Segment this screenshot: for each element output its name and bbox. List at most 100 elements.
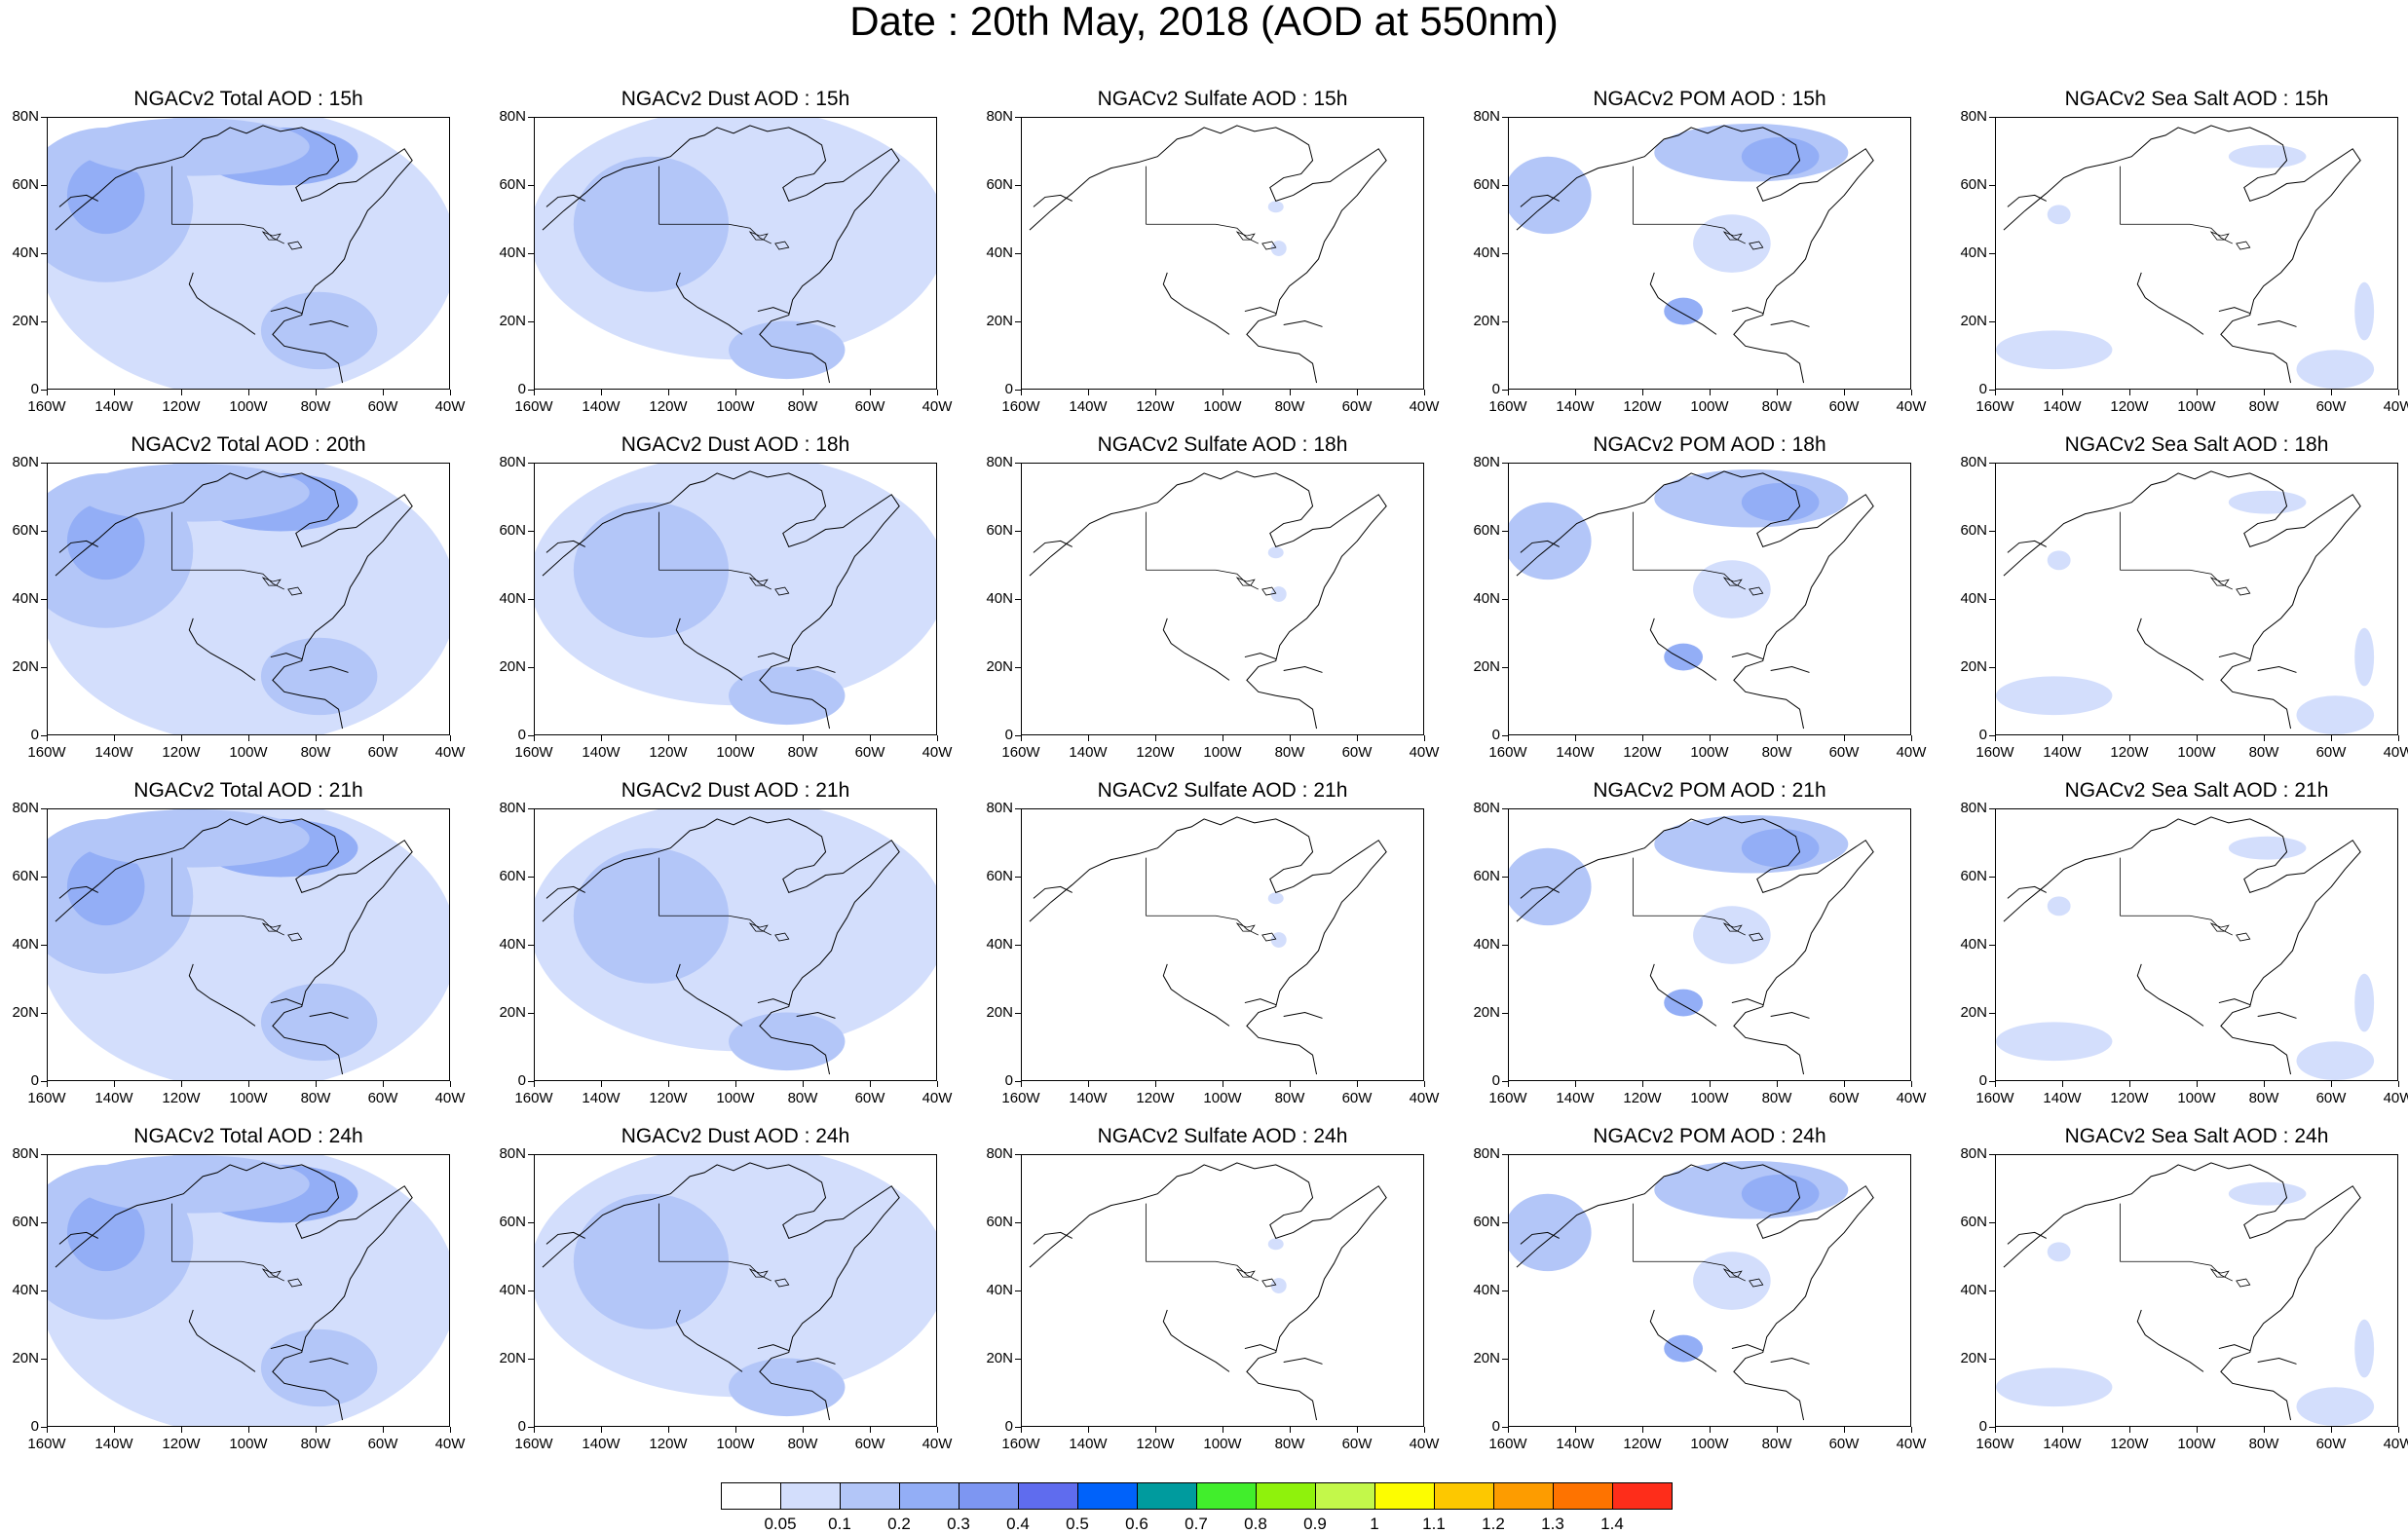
lon-tick-label: 120W bbox=[649, 1090, 688, 1106]
lat-tick-label: 0 bbox=[517, 1072, 526, 1089]
lon-tick bbox=[450, 1427, 451, 1433]
country-border bbox=[2119, 166, 2233, 244]
colorbar-box bbox=[1256, 1482, 1316, 1510]
lon-tick-label: 60W bbox=[2315, 1090, 2347, 1106]
lat-tick bbox=[41, 531, 47, 532]
lat-tick bbox=[1989, 667, 1995, 668]
lon-tick bbox=[1642, 1427, 1643, 1433]
country-border bbox=[2119, 857, 2233, 936]
lon-tick bbox=[870, 1081, 871, 1087]
lat-tick-label: 40N bbox=[1473, 1282, 1500, 1298]
lakes bbox=[261, 922, 303, 942]
aod-region bbox=[1996, 1367, 2113, 1407]
lon-tick-label: 80W bbox=[300, 398, 331, 415]
lat-tick bbox=[528, 117, 534, 118]
lat-tick-label: 0 bbox=[1004, 1418, 1013, 1435]
lon-tick-label: 40W bbox=[1896, 1090, 1927, 1106]
lon-tick-label: 40W bbox=[1896, 744, 1927, 761]
lon-tick bbox=[114, 390, 115, 395]
panel-title: NGACv2 Total AOD : 24h bbox=[133, 1125, 363, 1147]
aod-region bbox=[1664, 989, 1704, 1017]
lat-tick-label: 0 bbox=[1004, 727, 1013, 743]
lon-tick bbox=[1357, 1427, 1358, 1433]
lon-tick-label: 100W bbox=[1690, 398, 1729, 415]
coastline bbox=[1516, 125, 1874, 384]
lat-tick bbox=[528, 667, 534, 668]
lat-tick-label: 60N bbox=[12, 522, 39, 539]
aod-region bbox=[1693, 560, 1771, 618]
lon-tick-label: 160W bbox=[1488, 1436, 1527, 1452]
lat-tick-label: 40N bbox=[499, 936, 526, 953]
aod-region bbox=[573, 1193, 730, 1329]
lon-tick bbox=[1575, 1427, 1576, 1433]
lat-tick-label: 80N bbox=[1473, 1145, 1500, 1162]
lat-tick-label: 60N bbox=[499, 1214, 526, 1230]
panel-title: NGACv2 POM AOD : 15h bbox=[1593, 88, 1826, 110]
lon-tick bbox=[114, 735, 115, 741]
coastline bbox=[55, 125, 413, 384]
lon-tick-label: 60W bbox=[854, 1090, 885, 1106]
lat-tick-label: 80N bbox=[1960, 1145, 1987, 1162]
lakes bbox=[2209, 1268, 2251, 1288]
lon-tick bbox=[870, 390, 871, 395]
lat-tick-label: 40N bbox=[12, 936, 39, 953]
lon-tick-label: 60W bbox=[2315, 398, 2347, 415]
coastline bbox=[1029, 470, 1387, 730]
lon-tick-label: 120W bbox=[162, 744, 201, 761]
aod-region bbox=[2354, 1319, 2375, 1378]
lakes bbox=[1235, 922, 1277, 942]
colorbar-label: 0.2 bbox=[887, 1515, 911, 1533]
panel-title: NGACv2 Sulfate AOD : 18h bbox=[1097, 433, 1348, 456]
lon-tick-label: 80W bbox=[2248, 744, 2279, 761]
lon-tick bbox=[316, 390, 317, 395]
lon-tick-label: 60W bbox=[1828, 398, 1860, 415]
aod-region bbox=[1741, 482, 1820, 522]
aod-region bbox=[2228, 1181, 2307, 1206]
lat-tick bbox=[1502, 1081, 1508, 1082]
lon-tick-label: 100W bbox=[229, 1090, 268, 1106]
lon-tick-label: 160W bbox=[27, 744, 66, 761]
lon-tick bbox=[803, 1081, 804, 1087]
lat-tick-label: 80N bbox=[1473, 800, 1500, 816]
lon-tick bbox=[1290, 735, 1291, 741]
lon-tick-label: 40W bbox=[922, 1436, 953, 1452]
lon-tick bbox=[248, 1427, 249, 1433]
lon-tick-label: 100W bbox=[716, 398, 755, 415]
lon-tick bbox=[803, 735, 804, 741]
lat-tick-label: 20N bbox=[499, 658, 526, 675]
coastline bbox=[1029, 1162, 1387, 1421]
lon-tick-label: 120W bbox=[649, 398, 688, 415]
lon-tick-label: 140W bbox=[2043, 744, 2082, 761]
lakes bbox=[748, 1268, 790, 1288]
lon-tick-label: 140W bbox=[1556, 744, 1595, 761]
lon-tick-label: 60W bbox=[1341, 1090, 1373, 1106]
lat-tick bbox=[1015, 1081, 1021, 1082]
lat-tick bbox=[41, 1359, 47, 1360]
aod-region bbox=[1664, 297, 1704, 325]
aod-region bbox=[2354, 973, 2375, 1032]
lon-tick-label: 120W bbox=[1623, 1090, 1662, 1106]
colorbar-label: 1 bbox=[1370, 1515, 1379, 1533]
lon-tick-label: 140W bbox=[1556, 1090, 1595, 1106]
lat-tick-label: 80N bbox=[499, 454, 526, 470]
colorbar-label: 1.3 bbox=[1541, 1515, 1564, 1533]
lat-tick bbox=[41, 667, 47, 668]
lat-tick-label: 40N bbox=[499, 244, 526, 261]
lon-tick-label: 140W bbox=[2043, 1436, 2082, 1452]
map-panel-total bbox=[47, 808, 450, 1081]
lakes bbox=[1235, 1268, 1277, 1288]
lat-tick bbox=[1015, 390, 1021, 391]
lon-tick-label: 160W bbox=[27, 1436, 66, 1452]
lat-tick bbox=[528, 599, 534, 600]
lon-tick-label: 160W bbox=[1488, 398, 1527, 415]
panel-title: NGACv2 Sea Salt AOD : 15h bbox=[2064, 88, 2329, 110]
lat-tick bbox=[528, 253, 534, 254]
lon-tick-label: 140W bbox=[1556, 1436, 1595, 1452]
lon-tick bbox=[735, 390, 736, 395]
lon-tick-label: 100W bbox=[229, 398, 268, 415]
lon-tick bbox=[1088, 1427, 1089, 1433]
lat-tick bbox=[1989, 1013, 1995, 1014]
lat-tick bbox=[1502, 463, 1508, 464]
lon-tick bbox=[2331, 1081, 2332, 1087]
lat-tick bbox=[1502, 1359, 1508, 1360]
